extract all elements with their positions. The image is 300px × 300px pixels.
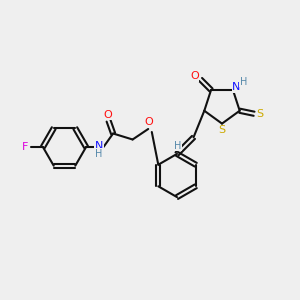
Text: O: O (144, 117, 153, 128)
Text: N: N (232, 82, 241, 92)
Text: O: O (190, 71, 199, 82)
Text: H: H (95, 148, 103, 159)
Text: H: H (240, 76, 247, 87)
Text: S: S (218, 125, 226, 135)
Text: H: H (174, 141, 182, 151)
Text: O: O (103, 110, 112, 120)
Text: S: S (256, 109, 264, 119)
Text: F: F (22, 142, 29, 152)
Text: N: N (95, 141, 103, 151)
